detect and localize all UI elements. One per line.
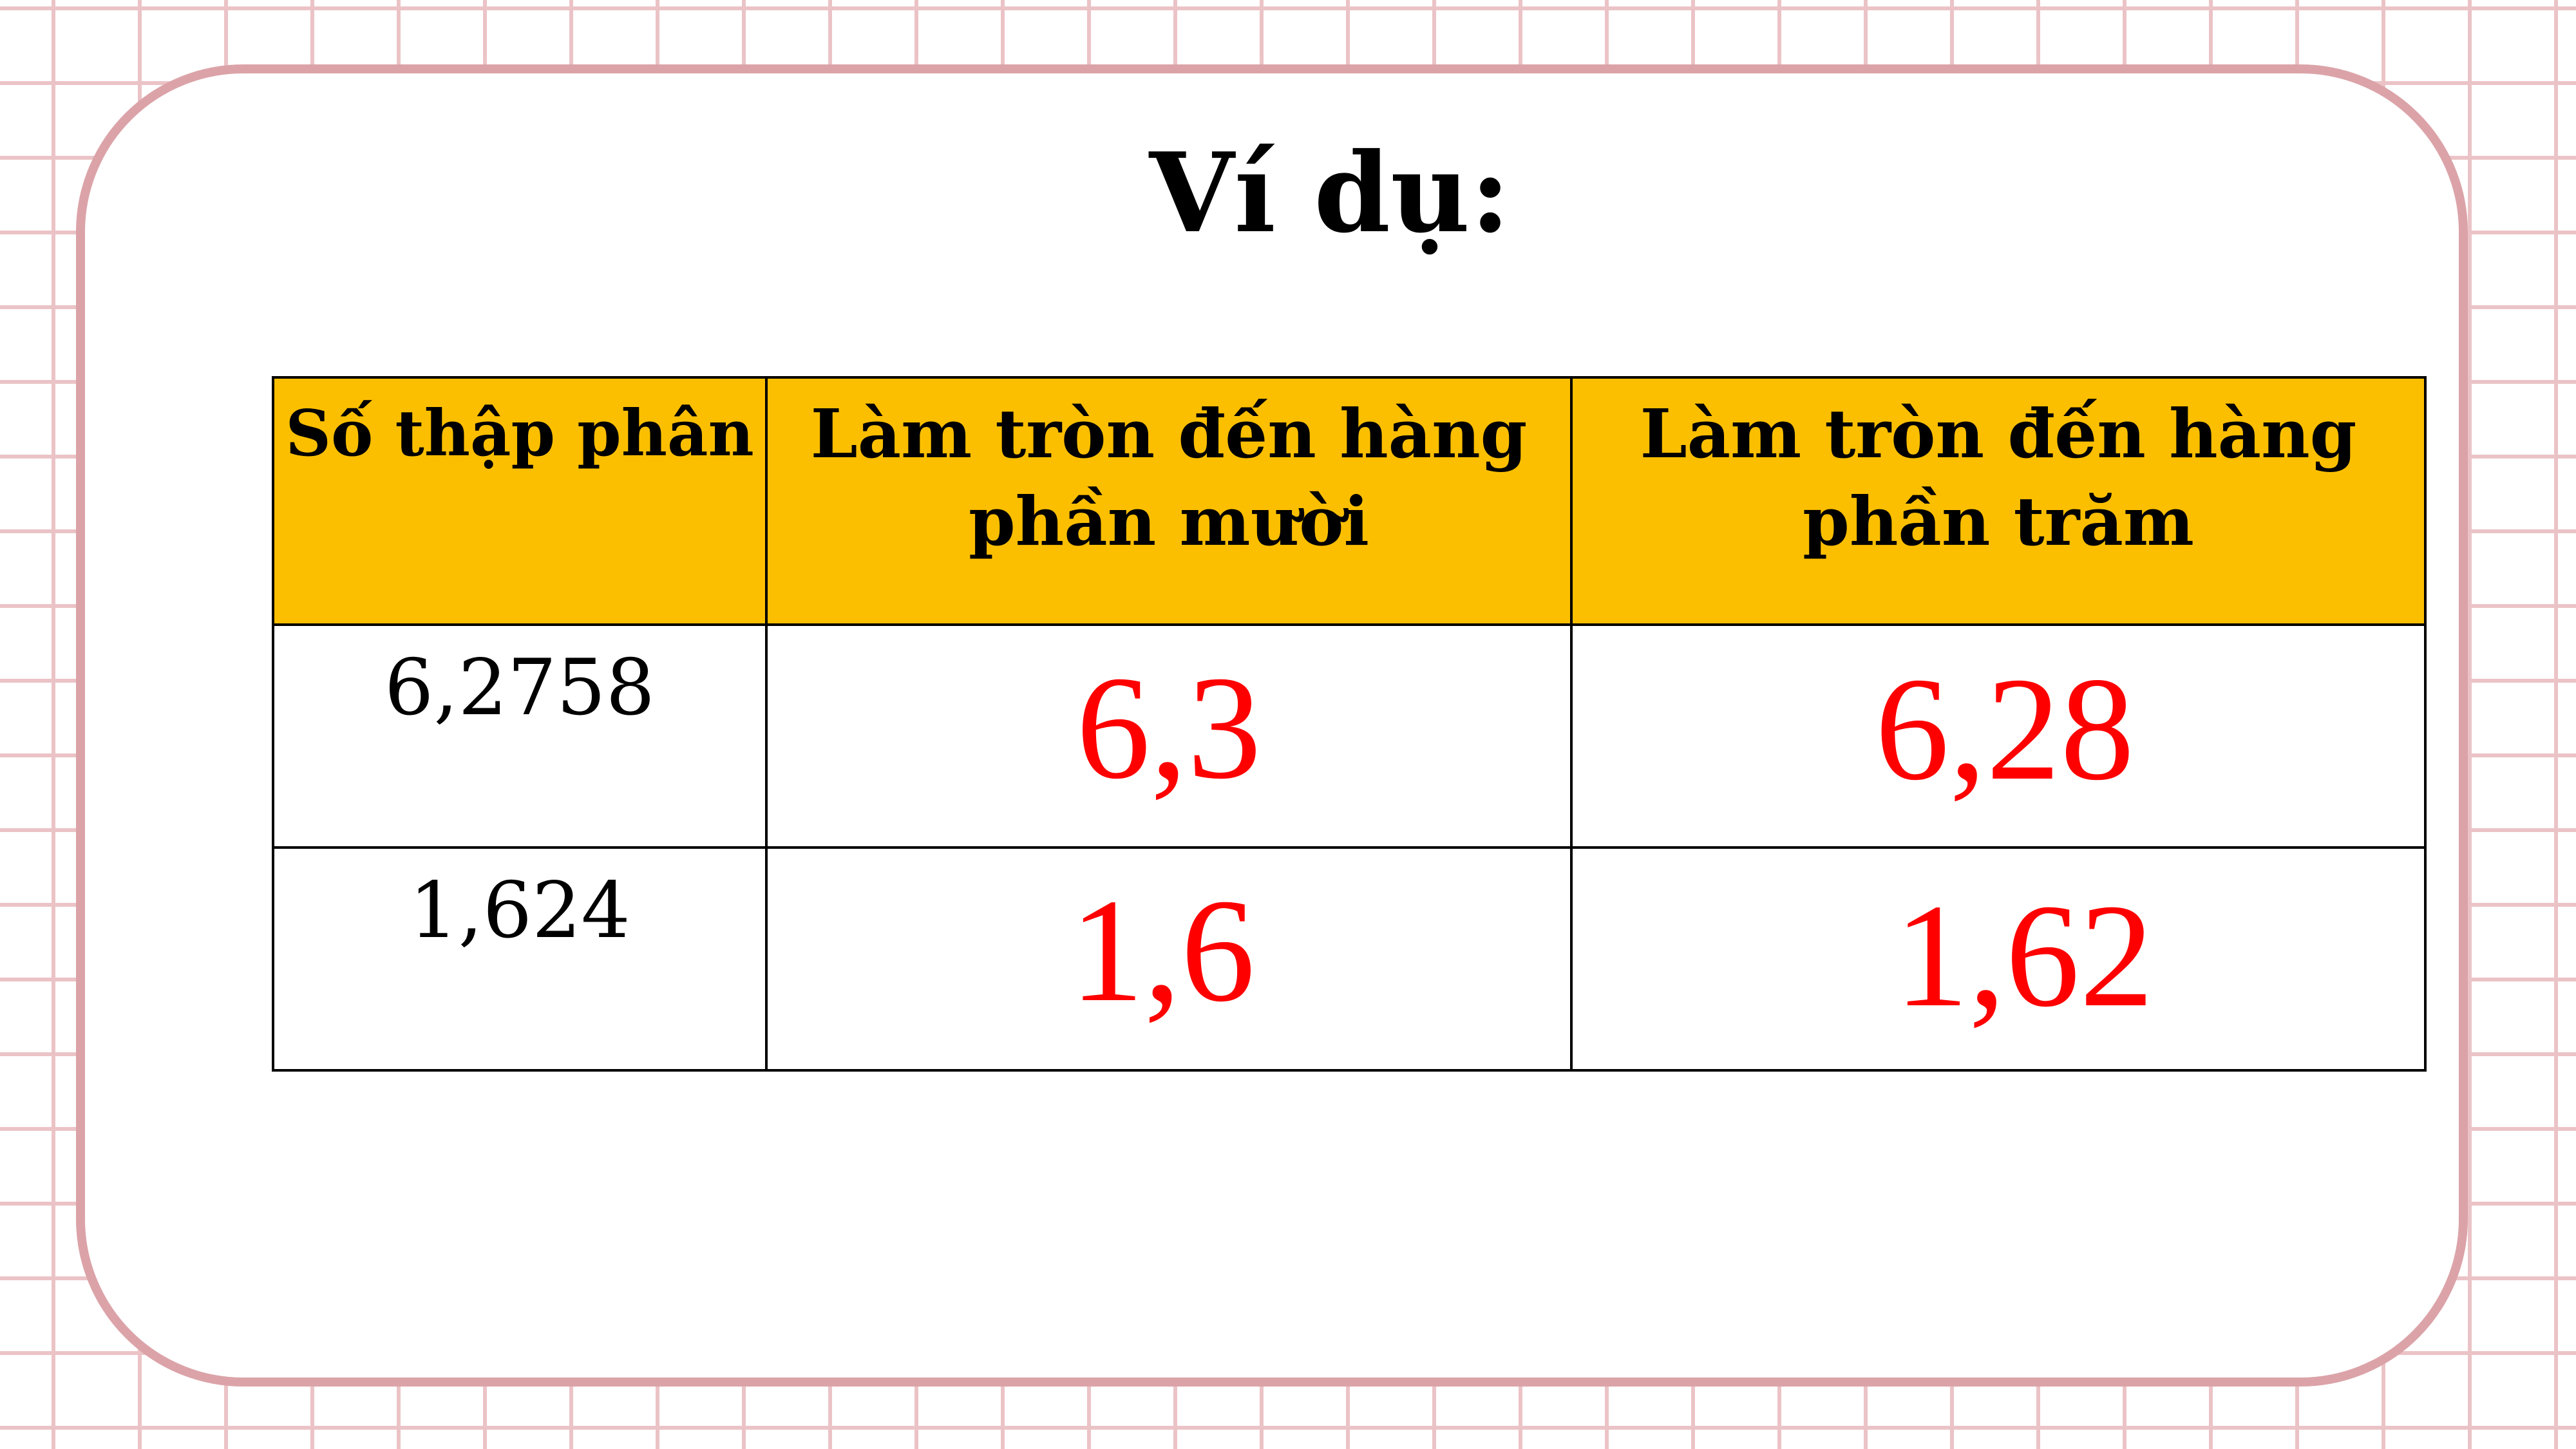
- hundredths-value: 6,28: [1875, 647, 2135, 811]
- hundredths-cell: 1,62: [1570, 846, 2427, 1072]
- decimal-cell: 6,2758: [272, 623, 768, 849]
- tenths-cell: 1,6: [765, 846, 1573, 1072]
- header-round-tenths: Làm tròn đến hàng phần mười: [765, 376, 1573, 626]
- page-title: Ví dụ:: [1149, 129, 1511, 258]
- table-row: 1,624 1,6 1,62: [272, 846, 2427, 1072]
- rounding-table: Số thập phân Làm tròn đến hàng phần mười…: [272, 376, 2427, 1072]
- header-decimal-number: Số thập phân: [272, 376, 768, 626]
- decimal-value: 6,2758: [384, 643, 655, 733]
- table-row: 6,2758 6,3 6,28: [272, 623, 2427, 849]
- tenths-value: 6,3: [1076, 645, 1262, 810]
- tenths-value: 1,6: [1070, 868, 1255, 1032]
- table-header-row: Số thập phân Làm tròn đến hàng phần mười…: [272, 376, 2427, 626]
- hundredths-cell: 6,28: [1570, 623, 2427, 849]
- decimal-cell: 1,624: [272, 846, 768, 1072]
- decimal-value: 1,624: [409, 866, 630, 956]
- header-round-hundredths: Làm tròn đến hàng phần trăm: [1570, 376, 2427, 626]
- tenths-cell: 6,3: [765, 623, 1573, 849]
- hundredths-value: 1,62: [1894, 873, 2154, 1037]
